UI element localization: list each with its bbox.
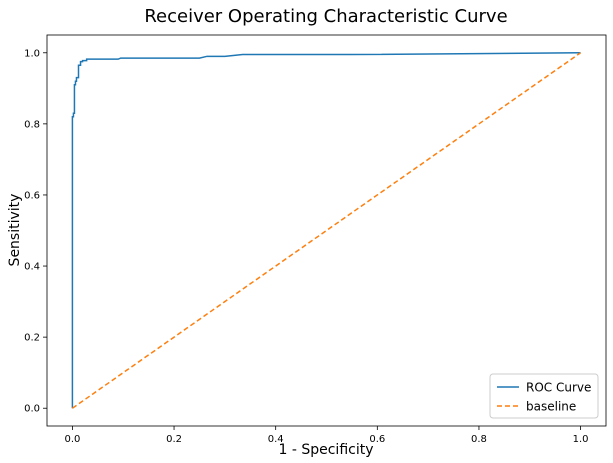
y-tick-label: 0.6: [24, 190, 40, 201]
x-tick-label: 0.4: [268, 434, 284, 445]
y-tick-label: 0.0: [24, 404, 40, 415]
series-line-1: [71, 52, 582, 409]
x-tick-label: 0.8: [471, 434, 487, 445]
legend-label-1: baseline: [526, 400, 576, 414]
y-tick-label: 0.2: [24, 333, 40, 344]
y-tick-label: 0.4: [24, 262, 40, 273]
x-axis: 0.0 0.2 0.4 0.6 0.8 1.0: [64, 426, 589, 445]
legend-label-0: ROC Curve: [526, 381, 591, 395]
y-tick-label: 0.8: [24, 119, 40, 130]
x-axis-label: 1 - Specificity: [278, 442, 373, 458]
series-layer: [71, 52, 582, 409]
legend: ROC Curve baseline: [489, 373, 599, 419]
y-axis: 0.0 0.2 0.4 0.6 0.8 1.0: [24, 48, 47, 415]
x-tick-label: 1.0: [573, 434, 589, 445]
series-line-0: [71, 52, 581, 409]
plot-area: [46, 34, 607, 427]
x-tick-label: 0.2: [166, 434, 182, 445]
y-axis-label: Sensitivity: [7, 194, 23, 267]
y-tick-label: 1.0: [24, 48, 40, 59]
legend-box: [489, 373, 599, 419]
x-tick-label: 0.0: [64, 434, 80, 445]
x-tick-label: 0.6: [369, 434, 385, 445]
chart-title: Receiver Operating Characteristic Curve: [144, 6, 507, 27]
